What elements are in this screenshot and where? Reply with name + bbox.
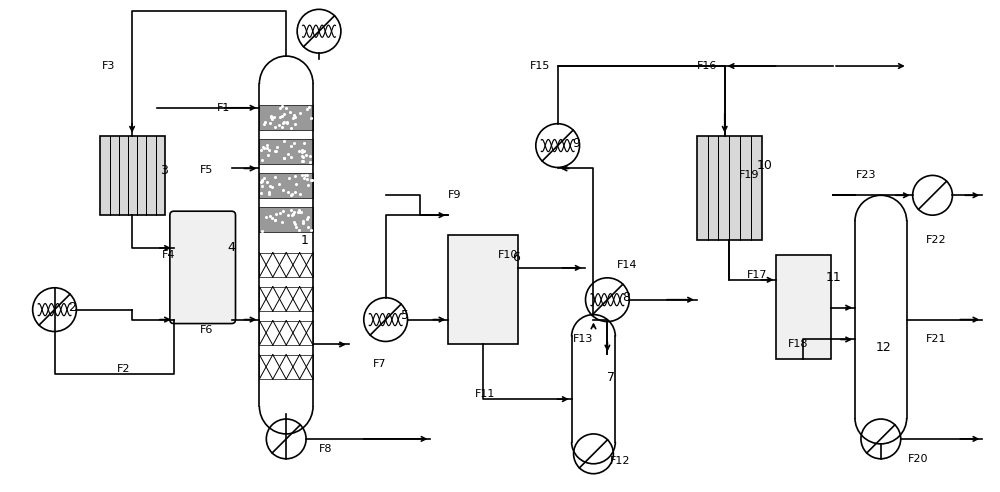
Text: 12: 12 (876, 341, 892, 354)
Text: F14: F14 (617, 260, 638, 270)
Text: F1: F1 (217, 103, 230, 113)
Text: 4: 4 (228, 242, 235, 254)
Text: F2: F2 (117, 364, 131, 374)
Text: 8: 8 (622, 291, 630, 304)
Text: F19: F19 (739, 170, 759, 181)
Text: F17: F17 (747, 270, 767, 280)
Bar (259, 286, 313, 311)
Text: 6: 6 (512, 251, 520, 264)
Text: F10: F10 (498, 250, 518, 260)
Text: F3: F3 (102, 61, 116, 71)
Bar (259, 321, 313, 345)
Text: 5: 5 (401, 309, 409, 322)
Text: F11: F11 (475, 389, 496, 399)
Text: F6: F6 (200, 325, 213, 335)
Bar (259, 207, 313, 232)
Text: 7: 7 (607, 371, 615, 384)
Bar (259, 355, 313, 379)
Text: F18: F18 (788, 339, 809, 349)
Text: 3: 3 (160, 164, 168, 177)
FancyBboxPatch shape (170, 211, 236, 324)
Text: F9: F9 (448, 190, 462, 200)
Bar (259, 105, 313, 130)
Text: F23: F23 (856, 170, 876, 181)
Text: F16: F16 (697, 61, 717, 71)
Bar (776, 255, 831, 359)
Bar (100, 136, 165, 215)
Text: F12: F12 (609, 456, 630, 466)
Bar (448, 235, 518, 344)
Text: 11: 11 (826, 271, 842, 284)
Text: 1: 1 (301, 234, 309, 246)
Bar (259, 252, 313, 277)
Text: F5: F5 (200, 165, 213, 176)
Bar (697, 136, 762, 240)
Bar (259, 173, 313, 198)
Text: F4: F4 (162, 250, 175, 260)
Bar (259, 139, 313, 164)
Text: F7: F7 (373, 359, 386, 369)
Text: F13: F13 (573, 335, 593, 344)
Text: F15: F15 (530, 61, 550, 71)
Text: F22: F22 (926, 235, 946, 245)
Text: F20: F20 (908, 454, 928, 464)
Text: 9: 9 (573, 137, 580, 150)
Text: F8: F8 (319, 444, 333, 454)
Text: 10: 10 (757, 159, 772, 172)
Text: F21: F21 (926, 335, 946, 344)
Text: 2: 2 (68, 301, 76, 314)
